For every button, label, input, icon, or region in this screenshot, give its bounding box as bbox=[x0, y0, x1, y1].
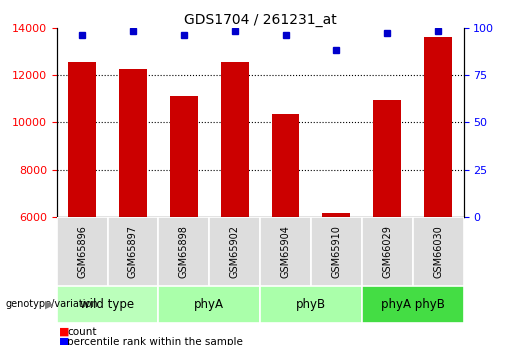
Text: GSM65896: GSM65896 bbox=[77, 225, 87, 278]
FancyBboxPatch shape bbox=[159, 286, 260, 323]
Bar bbox=[322, 213, 350, 345]
FancyBboxPatch shape bbox=[209, 217, 260, 286]
FancyBboxPatch shape bbox=[311, 217, 362, 286]
FancyBboxPatch shape bbox=[362, 217, 413, 286]
Title: GDS1704 / 261231_at: GDS1704 / 261231_at bbox=[184, 12, 336, 27]
Text: GSM65904: GSM65904 bbox=[281, 225, 290, 278]
FancyBboxPatch shape bbox=[108, 217, 159, 286]
Text: genotype/variation: genotype/variation bbox=[5, 299, 98, 309]
Text: wild type: wild type bbox=[80, 298, 134, 311]
FancyBboxPatch shape bbox=[413, 217, 464, 286]
FancyBboxPatch shape bbox=[57, 286, 159, 323]
FancyBboxPatch shape bbox=[159, 217, 209, 286]
Text: phyB: phyB bbox=[296, 298, 326, 311]
Bar bbox=[373, 100, 401, 345]
Text: GSM65897: GSM65897 bbox=[128, 225, 138, 278]
FancyBboxPatch shape bbox=[260, 217, 311, 286]
Text: phyA phyB: phyA phyB bbox=[381, 298, 444, 311]
Text: GSM66029: GSM66029 bbox=[382, 225, 392, 278]
Text: ■: ■ bbox=[59, 337, 70, 345]
Bar bbox=[220, 62, 249, 345]
Text: phyA: phyA bbox=[194, 298, 224, 311]
Text: percentile rank within the sample: percentile rank within the sample bbox=[67, 337, 243, 345]
Bar bbox=[271, 114, 300, 345]
Text: GSM65902: GSM65902 bbox=[230, 225, 239, 278]
Bar bbox=[119, 69, 147, 345]
Bar bbox=[424, 37, 452, 345]
Bar bbox=[68, 62, 96, 345]
Text: GSM66030: GSM66030 bbox=[433, 226, 443, 278]
Bar bbox=[170, 96, 198, 345]
Text: GSM65898: GSM65898 bbox=[179, 225, 189, 278]
FancyBboxPatch shape bbox=[260, 286, 362, 323]
Text: GSM65910: GSM65910 bbox=[331, 225, 341, 278]
FancyBboxPatch shape bbox=[362, 286, 464, 323]
Text: ▶: ▶ bbox=[45, 299, 54, 309]
Text: ■: ■ bbox=[59, 327, 70, 337]
Text: count: count bbox=[67, 327, 96, 337]
FancyBboxPatch shape bbox=[57, 217, 108, 286]
